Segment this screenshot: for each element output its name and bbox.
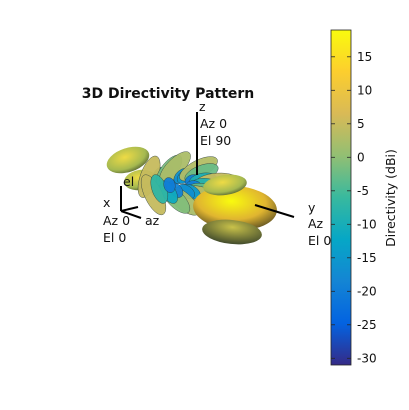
y-el-label: El 0	[308, 233, 331, 248]
x-axis-label: x	[103, 195, 110, 210]
sidelobe-petals	[137, 151, 240, 216]
upper-right-lobe	[203, 174, 247, 196]
y-axis-label: y	[308, 200, 316, 215]
axis-lines	[120, 112, 295, 219]
z-axis-label: z	[199, 99, 206, 114]
x-el-label: El 0	[103, 230, 126, 245]
chart-title: 3D Directivity Pattern	[82, 86, 255, 102]
z-el-label: El 90	[200, 133, 231, 148]
back-lobe-left	[106, 146, 150, 174]
main-lobe-lower	[202, 219, 262, 245]
colorbar-tick-label: -30	[357, 351, 377, 365]
colorbar-tick-label: -10	[357, 217, 377, 231]
colorbar-tick-label: 5	[357, 117, 365, 131]
el-arrow-label: el	[123, 174, 134, 189]
colorbar-tick-label: 0	[357, 150, 365, 164]
z-az-label: Az 0	[200, 116, 227, 131]
y-axis-line	[254, 204, 295, 218]
x-arrow-line	[120, 206, 139, 212]
az-arrow-label: az	[145, 213, 160, 228]
colorbar-tick-label: 15	[357, 50, 372, 64]
sidelobe-petal	[163, 177, 176, 193]
colorbar-tick-label: 10	[357, 83, 372, 97]
colorbar-ticks: 15 10 5 0 -5 -10 -15 -20 -25 -30	[331, 50, 377, 365]
colorbar-tick-label: -15	[357, 251, 377, 265]
colorbar-fill	[330, 29, 352, 366]
colorbar-tick-label: -25	[357, 318, 377, 332]
colorbar-tick-label: -5	[357, 184, 369, 198]
x-az-label: Az 0	[103, 213, 130, 228]
main-lobe	[193, 185, 277, 231]
y-az-label: Az	[308, 216, 324, 231]
radiation-pattern	[106, 146, 277, 245]
colorbar-tick-label: -20	[357, 284, 377, 298]
colorbar-label: Directivity (dBi)	[383, 149, 398, 247]
colorbar: 15 10 5 0 -5 -10 -15 -20 -25 -30 Directivity (dBi…	[330, 29, 398, 366]
az-arrow-line	[120, 210, 142, 219]
